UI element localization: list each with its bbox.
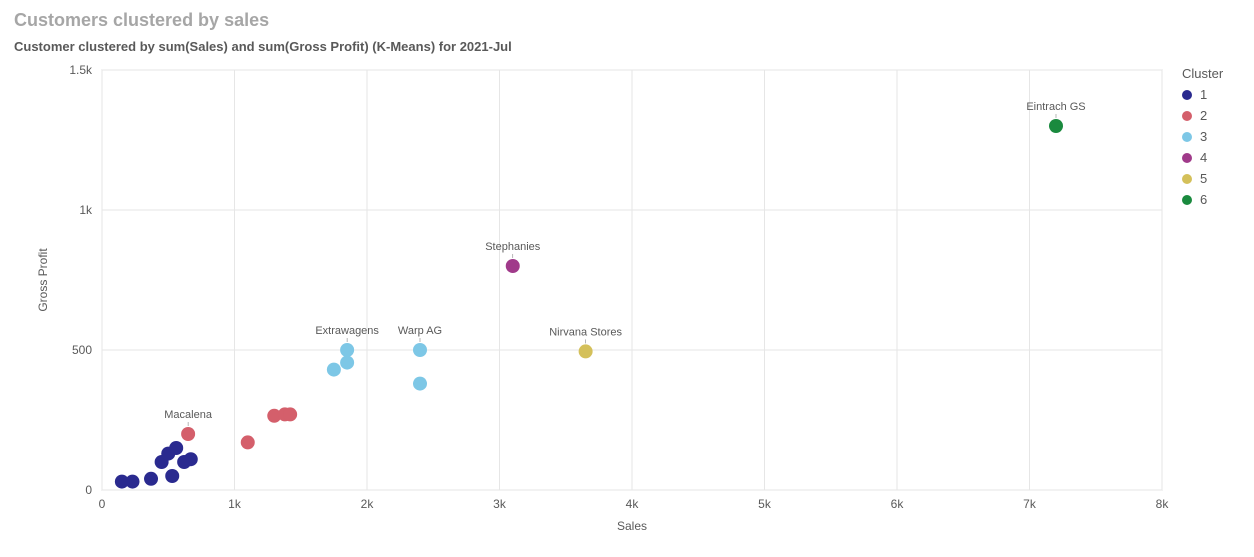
point-label: Macalena [164,409,213,421]
data-point[interactable] [327,363,341,377]
data-point[interactable] [579,344,593,358]
point-label: Extrawagens [315,325,379,337]
legend-item[interactable]: 6 [1182,192,1223,207]
x-tick-label: 5k [758,497,772,511]
data-point[interactable] [165,469,179,483]
point-label: Warp AG [398,325,442,337]
data-point[interactable] [413,377,427,391]
x-tick-label: 7k [1023,497,1037,511]
legend-title: Cluster [1182,66,1223,81]
point-label: Nirvana Stores [549,326,622,338]
y-tick-label: 500 [72,343,92,357]
y-axis-label: Gross Profit [36,248,50,312]
legend-item[interactable]: 1 [1182,87,1223,102]
data-point[interactable] [169,441,183,455]
data-point[interactable] [144,472,158,486]
legend-swatch [1182,195,1192,205]
x-tick-label: 6k [891,497,905,511]
legend: Cluster 1 2 3 4 5 6 [1182,66,1223,213]
legend-swatch [1182,174,1192,184]
legend-label: 2 [1200,108,1207,123]
legend-label: 6 [1200,192,1207,207]
x-tick-label: 0 [99,497,106,511]
data-point[interactable] [413,343,427,357]
x-axis-label: Sales [617,519,647,533]
legend-item[interactable]: 5 [1182,171,1223,186]
x-tick-label: 2k [361,497,375,511]
legend-swatch [1182,90,1192,100]
page-title: Customers clustered by sales [14,10,1242,31]
legend-label: 1 [1200,87,1207,102]
scatter-chart[interactable]: 0 500 1k 1.5k 0 1k 2k 3k 4k 5k 6k 7k 8k Sales Gross Pr… [12,60,1242,540]
legend-label: 4 [1200,150,1207,165]
legend-label: 5 [1200,171,1207,186]
legend-swatch [1182,111,1192,121]
legend-item[interactable]: 3 [1182,129,1223,144]
y-tick-label: 0 [85,483,92,497]
data-point[interactable] [283,407,297,421]
legend-item[interactable]: 2 [1182,108,1223,123]
chart-subtitle: Customer clustered by sum(Sales) and sum… [14,39,1242,54]
data-point[interactable] [125,475,139,489]
x-tick-label: 8k [1156,497,1170,511]
x-tick-label: 3k [493,497,507,511]
data-point[interactable] [177,455,191,469]
data-point[interactable] [181,427,195,441]
x-tick-label: 1k [228,497,242,511]
data-point[interactable] [241,435,255,449]
data-point[interactable] [340,356,354,370]
y-tick-label: 1.5k [69,63,93,77]
x-tick-label: 4k [626,497,640,511]
data-point[interactable] [340,343,354,357]
data-point[interactable] [1049,119,1063,133]
legend-item[interactable]: 4 [1182,150,1223,165]
legend-label: 3 [1200,129,1207,144]
legend-swatch [1182,153,1192,163]
point-label: Eintrach GS [1026,101,1085,113]
y-tick-label: 1k [79,203,93,217]
data-point[interactable] [506,259,520,273]
point-label: Stephanies [485,241,541,253]
legend-swatch [1182,132,1192,142]
